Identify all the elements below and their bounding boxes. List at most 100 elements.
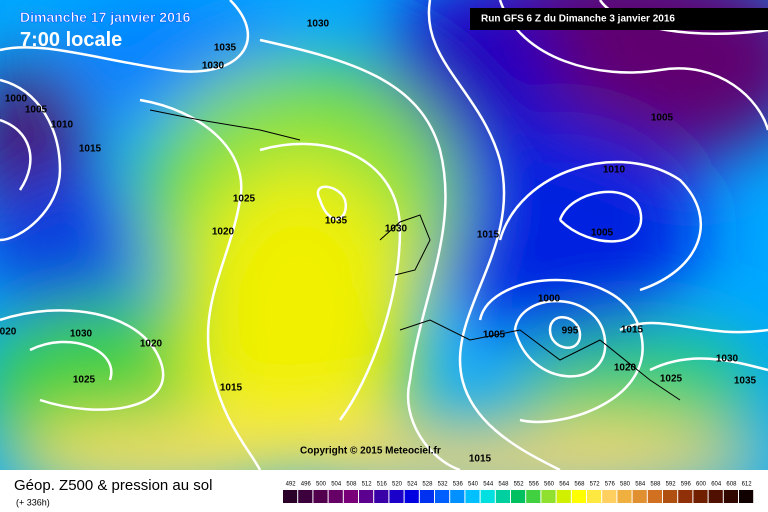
isobar <box>0 309 165 411</box>
legend-swatch <box>419 490 434 503</box>
legend-swatch <box>663 490 678 503</box>
isobar <box>139 98 262 470</box>
legend-label: 504 <box>331 482 342 488</box>
isobar-label: 1005 <box>483 330 506 341</box>
legend-swatch <box>450 490 465 503</box>
run-box <box>470 8 768 30</box>
isobar-label: 1010 <box>603 165 626 176</box>
legend-label: 532 <box>438 482 449 488</box>
legend-swatch <box>389 490 404 503</box>
isobar-label: 1000 <box>538 294 561 305</box>
isobar-label: 1030 <box>70 329 93 340</box>
legend-swatch <box>678 490 693 503</box>
legend-swatch <box>404 490 419 503</box>
legend-swatch <box>632 490 647 503</box>
isobar-label: 1030 <box>202 61 225 72</box>
isobar-label: 1015 <box>469 454 492 465</box>
copyright: Copyright © 2015 Meteociel.fr <box>300 446 441 457</box>
isobar-label: 1030 <box>716 354 739 365</box>
isobar-label: 1005 <box>25 105 48 116</box>
isobar-label: 1035 <box>325 216 348 227</box>
legend-label: 564 <box>559 482 570 488</box>
isobar <box>513 300 607 378</box>
isobar <box>498 160 703 292</box>
legend-swatch <box>374 490 389 503</box>
legend-label: 508 <box>346 482 357 488</box>
legend-label: 516 <box>377 482 388 488</box>
legend-swatch <box>723 490 738 503</box>
isobar-label: 1015 <box>79 144 102 155</box>
isobar <box>619 321 768 334</box>
isobar <box>259 142 402 421</box>
isobar-label: 995 <box>562 326 579 337</box>
legend-label: 612 <box>742 482 753 488</box>
legend-label: 592 <box>666 482 677 488</box>
legend-swatch <box>465 490 480 503</box>
isobar <box>0 118 32 191</box>
legend-swatch <box>617 490 632 503</box>
legend-swatch <box>739 490 754 503</box>
legend-swatch <box>647 490 662 503</box>
run: Run GFS 6 Z du Dimanche 3 janvier 2016 <box>481 14 675 25</box>
isobar-label: 1035 <box>214 43 237 54</box>
date: Dimanche 17 janvier 2016 <box>20 9 191 25</box>
coastline <box>149 109 681 401</box>
isobar <box>316 185 348 221</box>
legend-label: 580 <box>620 482 631 488</box>
isobar-label: 1015 <box>220 383 243 394</box>
legend-label: 536 <box>453 482 464 488</box>
legend-label: 520 <box>392 482 403 488</box>
isobar <box>29 340 113 381</box>
legend-swatch <box>693 490 708 503</box>
isobar-label: 020 <box>0 327 17 338</box>
legend-swatch <box>343 490 358 503</box>
isobar-label: 1005 <box>651 113 674 124</box>
isobar-label: 1010 <box>51 120 74 131</box>
legend-swatch <box>602 490 617 503</box>
legend-label: 588 <box>650 482 661 488</box>
isobar-label: 1015 <box>621 325 644 336</box>
legend-label: 548 <box>498 482 509 488</box>
legend-label: 540 <box>468 482 479 488</box>
legend-label: 560 <box>544 482 555 488</box>
legend-swatch <box>526 490 541 503</box>
legend-label: 584 <box>635 482 646 488</box>
legend-label: 556 <box>529 482 540 488</box>
legend-label: 568 <box>574 482 585 488</box>
isobar-label: 1025 <box>73 375 96 386</box>
legend-label: 608 <box>726 482 737 488</box>
isobar-label: 1000 <box>5 94 28 105</box>
legend-swatch <box>328 490 343 503</box>
footer-title: Géop. Z500 & pression au sol <box>14 477 212 494</box>
field <box>0 0 768 470</box>
isobar <box>427 0 561 470</box>
isobar-label: 1030 <box>385 224 408 235</box>
legend-label: 492 <box>286 482 297 488</box>
legend-label: 496 <box>301 482 312 488</box>
legend-label: 572 <box>590 482 601 488</box>
legend-label: 528 <box>422 482 433 488</box>
isobar <box>649 357 768 372</box>
legend-swatch <box>541 490 556 503</box>
legend-label: 512 <box>362 482 373 488</box>
isobar <box>548 316 582 349</box>
isobar <box>558 190 643 243</box>
legend-label: 576 <box>605 482 616 488</box>
isobar <box>0 0 250 73</box>
time: 7:00 locale <box>20 29 122 51</box>
legend-label: 544 <box>483 482 494 488</box>
legend-label: 596 <box>681 482 692 488</box>
footer-lead: (+ 336h) <box>16 497 50 507</box>
isobar <box>498 0 768 131</box>
legend-swatch <box>556 490 571 503</box>
isobar-label: 1025 <box>233 194 256 205</box>
legend-swatch <box>511 490 526 503</box>
legend-swatch <box>313 490 328 503</box>
legend-swatch <box>495 490 510 503</box>
isobar-label: 1005 <box>591 228 614 239</box>
legend-swatch <box>587 490 602 503</box>
legend-swatch <box>708 490 723 503</box>
isobar-label: 1020 <box>140 339 163 350</box>
